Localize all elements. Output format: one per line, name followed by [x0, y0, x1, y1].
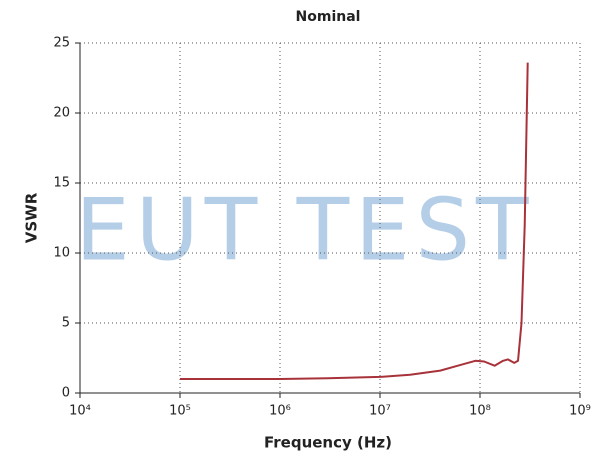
x-tick-label: 10⁸ [469, 404, 491, 419]
chart-title: Nominal [296, 9, 361, 25]
x-axis-label: Frequency (Hz) [264, 434, 392, 452]
data-line [180, 62, 529, 380]
y-tick-label: 25 [53, 36, 70, 51]
x-tick-label: 10⁵ [169, 404, 191, 419]
y-tick-label: 10 [53, 246, 70, 261]
x-tick-label: 10⁴ [69, 404, 91, 419]
y-tick-label: 20 [53, 106, 70, 121]
x-tick-label: 10⁹ [569, 404, 591, 419]
x-tick-label: 10⁷ [369, 404, 391, 419]
y-axis-label: VSWR [23, 192, 41, 243]
y-tick-label: 5 [62, 316, 70, 331]
y-tick-label: 0 [62, 386, 70, 401]
y-tick-label: 15 [53, 176, 70, 191]
watermark: EUT TEST [75, 180, 534, 280]
x-tick-label: 10⁶ [269, 404, 291, 419]
